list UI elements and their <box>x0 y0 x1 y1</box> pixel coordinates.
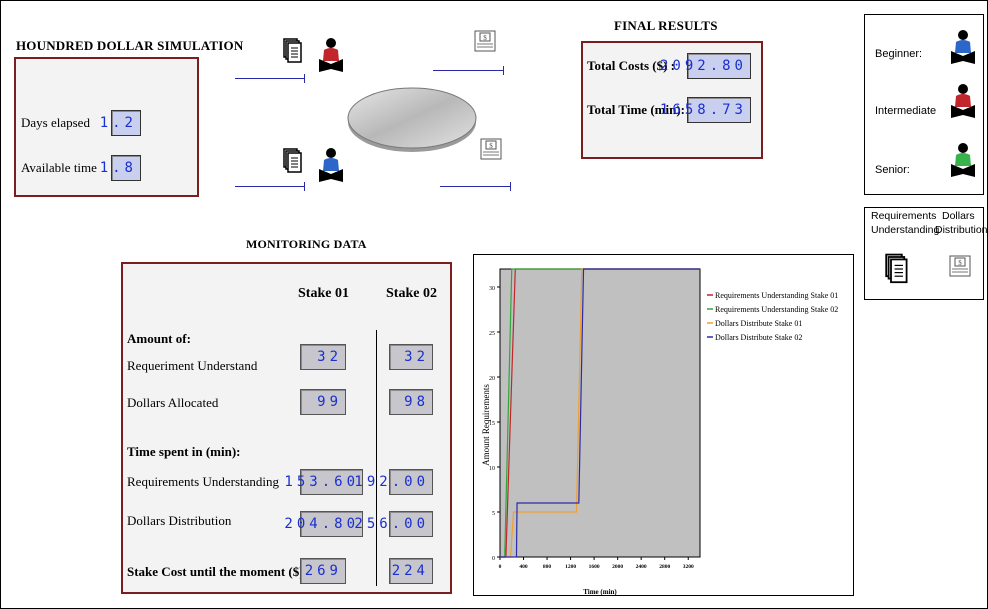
senior-label: Senior: <box>875 164 910 176</box>
x-tick-label-7: 2800 <box>659 564 670 570</box>
dollars-legend-label-1: Dollars <box>942 210 975 222</box>
x-tick-label-6: 2400 <box>636 564 647 570</box>
requirements-legend-label-1: Requirements <box>871 210 937 222</box>
y-tick-label-1: 5 <box>492 511 495 517</box>
flow-line-bottom-left <box>235 186 305 187</box>
legend-entry-3: Dollars Distribute Stake 01 <box>715 319 802 328</box>
x-tick-label-0: 0 <box>499 564 502 570</box>
icons-legend: Requirements Understanding Dollars Distr… <box>864 207 988 300</box>
series-line-4 <box>500 268 700 558</box>
time-spent-header: Time spent in (min): <box>127 444 241 459</box>
meeting-table <box>344 84 480 160</box>
dollars-distribution-stake-01: 204.80 <box>284 511 363 537</box>
final-results-panel: Total Costs ($) : 2092.80 Total Time (mi… <box>581 41 763 159</box>
stake-cost-label: Stake Cost until the moment ($): <box>127 564 308 579</box>
x-tick-label-2: 800 <box>543 564 552 570</box>
dollars-distribution-stake-02: 256.00 <box>354 511 433 537</box>
beginner-label: Beginner: <box>875 48 923 60</box>
requeriment-understand-label: Requeriment Understand <box>127 358 258 373</box>
beginner-person-icon <box>318 147 344 187</box>
legend-entry-2: Requirements Understanding Stake 02 <box>715 305 838 314</box>
y-tick-label-6: 30 <box>489 286 495 292</box>
y-tick-label-4: 20 <box>489 376 495 382</box>
plot-area <box>499 268 701 558</box>
final-results-title: FINAL RESULTS <box>614 18 718 33</box>
intermediate-label: Intermediate <box>875 105 937 117</box>
total-time-label: Total Time (min): <box>587 102 685 117</box>
stake-cost-stake-01: 269 <box>300 558 346 584</box>
dollar-bill-icon: $ <box>474 30 496 56</box>
days-elapsed-display: 1.2 <box>100 110 141 136</box>
total-costs-label: Total Costs ($) : <box>587 58 675 73</box>
legend-entry-1: Requirements Understanding Stake 01 <box>715 291 838 300</box>
x-tick-label-4: 1600 <box>589 564 600 570</box>
dollars-allocated-stake-02: 98 <box>389 389 433 415</box>
intermediate-legend-icon <box>950 83 976 123</box>
requirements-legend-label-2: Understanding <box>871 224 940 236</box>
simulation-panel: Days elapsed 1.2 Available time 1.8 <box>14 57 199 197</box>
flow-line-bottom-right <box>440 186 510 187</box>
monitoring-title: MONITORING DATA <box>246 237 367 251</box>
stake-column-divider <box>376 330 377 586</box>
x-axis-label: Time (min) <box>583 588 617 596</box>
x-tick-label-3: 1200 <box>565 564 576 570</box>
y-tick-label-3: 15 <box>489 421 495 427</box>
y-tick-label-5: 25 <box>489 331 495 337</box>
total-time-display: 1658.73 <box>660 97 751 123</box>
x-tick-label-5: 2000 <box>612 564 623 570</box>
requirements-understanding-stake-01: 153.60 <box>284 469 363 495</box>
dollar-bill-icon-2: $ <box>480 138 502 164</box>
simulation-title: HOUNDRED DOLLAR SIMULATION <box>16 38 244 53</box>
flow-tick-top-right <box>503 66 504 75</box>
requirements-legend-icon <box>885 253 909 289</box>
total-costs-display: 2092.80 <box>660 53 751 79</box>
y-tick-label-0: 0 <box>492 556 495 562</box>
requirements-docs-icon <box>283 38 303 68</box>
requeriment-understand-stake-02: 32 <box>389 344 433 370</box>
beginner-legend-icon <box>950 29 976 69</box>
svg-text:$: $ <box>958 259 962 267</box>
svg-text:$: $ <box>489 142 493 150</box>
dollars-allocated-stake-01: 99 <box>300 389 346 415</box>
dollar-legend-icon: $ <box>949 255 971 281</box>
requirements-understanding-stake-02: 192.00 <box>354 469 433 495</box>
stake-02-header: Stake 02 <box>386 286 437 301</box>
legend-entry-4: Dollars Distribute Stake 02 <box>715 333 802 342</box>
svg-text:$: $ <box>483 34 487 42</box>
flow-tick-bottom-left <box>304 182 305 191</box>
available-time-display: 1.8 <box>100 155 141 181</box>
available-time-label: Available time <box>21 160 97 175</box>
requirements-understanding-label: Requirements Understanding <box>127 474 279 489</box>
stake-cost-stake-02: 224 <box>389 558 433 584</box>
requeriment-understand-stake-01: 32 <box>300 344 346 370</box>
flow-tick-top-left <box>304 74 305 83</box>
senior-legend-icon <box>950 142 976 182</box>
roles-legend: Beginner: Intermediate Senior: <box>864 14 984 195</box>
dollars-allocated-label: Dollars Allocated <box>127 395 219 410</box>
dollars-distribution-label: Dollars Distribution <box>127 513 232 528</box>
flow-tick-bottom-right <box>510 182 511 191</box>
x-tick-label-1: 400 <box>519 564 528 570</box>
dollars-legend-label-2: Distribution <box>935 224 988 236</box>
x-tick-label-8: 3200 <box>683 564 694 570</box>
amount-of-header: Amount of: <box>127 331 191 346</box>
y-axis-label: Amount Requirements <box>481 384 491 466</box>
flow-line-top-right <box>433 70 503 71</box>
line-chart: 0 5 10 15 20 25 30 0 400 800 1200 1600 2000 2400 2800 3… <box>481 268 838 596</box>
requirements-docs-icon-2 <box>283 148 303 178</box>
chart-panel: 0 5 10 15 20 25 30 0 400 800 1200 1600 2000 2400 2800 3… <box>473 254 854 596</box>
intermediate-person-icon <box>318 37 344 77</box>
days-elapsed-label: Days elapsed <box>21 115 90 130</box>
stake-01-header: Stake 01 <box>298 286 349 301</box>
flow-line-top-left <box>235 78 305 79</box>
monitoring-panel: Stake 01 Stake 02 Amount of: Requeriment… <box>121 262 452 594</box>
y-tick-label-2: 10 <box>489 466 495 472</box>
